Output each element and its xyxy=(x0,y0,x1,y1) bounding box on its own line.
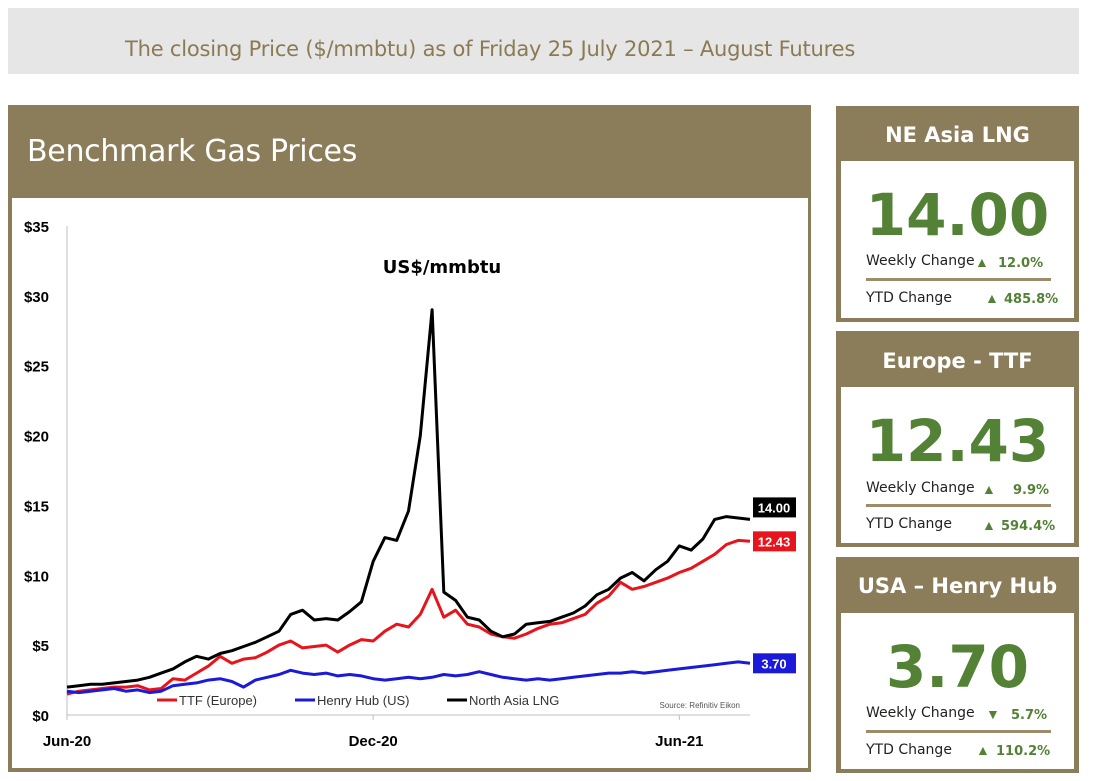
card-body: 3.70 Weekly Change ▼ 5.7% YTD Change ▲ 1… xyxy=(841,613,1074,769)
y-tick-label: $30 xyxy=(24,289,49,306)
up-arrow-icon: ▲ xyxy=(982,517,996,533)
chart-area: $0 $5 $10 $15 $20 $25 $30 $35 Jun-20 Dec-20 Jun-21… xyxy=(12,198,808,768)
ytd-change-value: 485.8% xyxy=(1004,292,1059,307)
card-ne-asia-lng: NE Asia LNG 14.00 Weekly Change ▲ 12.0% … xyxy=(836,106,1079,322)
y-tick-label: $5 xyxy=(32,638,49,655)
card-value: 3.70 xyxy=(885,633,1030,701)
up-arrow-icon: ▲ xyxy=(982,481,996,497)
y-tick-label: $35 xyxy=(24,219,49,236)
card-body: 14.00 Weekly Change ▲ 12.0% YTD Change ▲… xyxy=(841,161,1074,318)
end-label: 12.43 xyxy=(758,534,791,549)
separator xyxy=(866,504,1051,507)
end-label-box xyxy=(753,653,796,674)
up-arrow-icon: ▲ xyxy=(975,254,989,270)
card-europe-ttf: Europe - TTF 12.43 Weekly Change ▲ 9.9% … xyxy=(836,331,1079,547)
card-usa-henry-hub: USA – Henry Hub 3.70 Weekly Change ▼ 5.7… xyxy=(836,557,1079,773)
x-tick-label: Jun-21 xyxy=(655,733,703,750)
ytd-change-label: YTD Change xyxy=(866,290,952,306)
separator xyxy=(866,730,1051,733)
card-title: Europe - TTF xyxy=(882,349,1033,373)
chart-panel-title: Benchmark Gas Prices xyxy=(27,134,358,169)
legend-label: North Asia LNG xyxy=(469,693,559,708)
banner: The closing Price ($/mmbtu) as of Friday… xyxy=(8,8,1079,74)
source-note: Source: Refinitiv Eikon xyxy=(660,701,740,710)
card-body: 12.43 Weekly Change ▲ 9.9% YTD Change ▲ … xyxy=(841,387,1074,543)
y-tick-label: $25 xyxy=(24,359,49,376)
series-line-henry-hub-us- xyxy=(66,660,751,695)
weekly-change-value: 5.7% xyxy=(1011,708,1048,723)
end-label-box xyxy=(753,497,796,518)
weekly-change-label: Weekly Change xyxy=(866,705,975,721)
y-tick-label: $10 xyxy=(24,568,49,585)
card-title: NE Asia LNG xyxy=(885,123,1030,147)
up-arrow-icon: ▲ xyxy=(985,290,999,306)
weekly-change-label: Weekly Change xyxy=(866,480,975,496)
price-chart: $0 $5 $10 $15 $20 $25 $30 $35 Jun-20 Dec-20 Jun-21… xyxy=(24,219,796,750)
card-value: 12.43 xyxy=(865,407,1050,475)
end-label-box xyxy=(753,531,796,552)
y-tick-label: $0 xyxy=(32,708,49,725)
chart-title: US$/mmbtu xyxy=(383,257,502,278)
ytd-change-value: 594.4% xyxy=(1001,519,1056,534)
end-label: 3.70 xyxy=(761,656,786,671)
weekly-change-value: 9.9% xyxy=(1013,483,1050,498)
weekly-change-label: Weekly Change xyxy=(866,253,975,269)
end-label: 14.00 xyxy=(758,500,791,515)
card-value: 14.00 xyxy=(865,181,1050,249)
separator xyxy=(866,278,1051,281)
series-line-ttf-europe- xyxy=(66,538,751,696)
ytd-change-value: 110.2% xyxy=(996,744,1051,759)
legend-label: Henry Hub (US) xyxy=(317,693,409,708)
ytd-change-label: YTD Change xyxy=(866,742,952,758)
weekly-change-value: 12.0% xyxy=(998,256,1044,271)
x-tick-label: Dec-20 xyxy=(349,733,398,750)
card-title: USA – Henry Hub xyxy=(857,574,1058,598)
y-tick-label: $20 xyxy=(24,429,49,446)
x-tick-label: Jun-20 xyxy=(43,733,91,750)
legend-label: TTF (Europe) xyxy=(179,693,257,708)
up-arrow-icon: ▲ xyxy=(976,742,990,758)
ytd-change-label: YTD Change xyxy=(866,516,952,532)
y-tick-label: $15 xyxy=(24,498,49,515)
series-line-north-asia-lng xyxy=(66,308,751,689)
down-arrow-icon: ▼ xyxy=(986,706,1000,722)
banner-title: The closing Price ($/mmbtu) as of Friday… xyxy=(125,37,856,61)
